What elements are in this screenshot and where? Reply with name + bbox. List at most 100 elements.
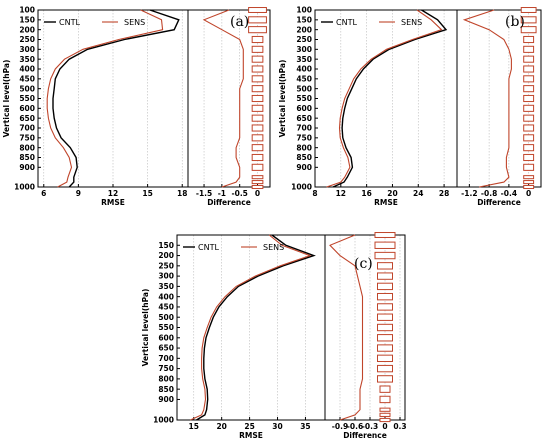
difference-bar [520,16,537,24]
y-tick-label: 350 [158,282,174,291]
right-x-tick-label: -0.4 [501,189,517,198]
rmse-line-sens [190,234,312,421]
difference-line [202,9,244,188]
right-x-tick-label: 0 [526,189,531,198]
y-tick-label: 350 [19,55,35,64]
difference-bar [377,364,393,373]
y-axis-title: Vertical level(hPa) [141,289,150,367]
difference-bar [251,35,264,44]
left-x-axis-title: RMSE [101,198,125,207]
y-tick-label: 1000 [291,183,312,192]
difference-bar [523,75,535,83]
right-x-tick-label: 0.3 [393,422,406,431]
difference-bar [379,412,391,417]
y-tick-label: 400 [158,292,174,301]
y-tick-label: 800 [158,374,174,383]
difference-bar [251,55,264,63]
y-tick-label: 500 [158,313,174,322]
y-tick-label: 300 [158,272,174,281]
y-tick-label: 600 [158,333,174,342]
difference-bar [523,180,535,185]
y-tick-label: 400 [19,65,35,74]
difference-bar [374,241,396,249]
difference-bar [377,272,393,280]
y-tick-label: 550 [19,94,35,103]
y-tick-label: 500 [19,84,35,93]
difference-bar [251,184,264,190]
y-axis-title: Vertical level(hPa) [278,60,287,138]
difference-line [329,234,364,421]
left-x-tick-label: 15 [142,189,152,198]
y-axis-title: Vertical level(hPa) [2,60,11,138]
rmse-line-sens [326,9,443,188]
left-x-tick-label: 9 [76,189,81,198]
left-x-tick-label: 20 [216,422,226,431]
difference-bar [377,292,393,301]
difference-bar [251,144,264,152]
difference-bar [251,45,264,53]
difference-bar [251,65,264,73]
y-tick-label: 300 [296,45,312,54]
y-tick-label: 700 [296,124,312,133]
right-x-tick-label: -0.3 [362,422,378,431]
rmse-line-cntl [196,234,316,421]
y-tick-label: 750 [19,133,35,142]
left-x-axis-title: RMSE [374,198,398,207]
difference-bar [377,334,393,342]
difference-bar [379,407,391,412]
difference-bar [248,7,267,13]
right-x-tick-label: 0 [382,422,387,431]
right-x-tick-label: -0.9 [332,422,348,431]
difference-bar [523,163,535,171]
right-x-tick-label: -0.8 [481,189,497,198]
left-x-tick-label: 6 [41,189,46,198]
difference-bar [251,114,264,122]
left-x-tick-label: 8 [312,189,317,198]
y-tick-label: 650 [158,344,174,353]
y-tick-label: 900 [296,163,312,172]
y-tick-label: 200 [296,25,312,34]
difference-bar [523,65,535,73]
right-x-axis-title: Difference [343,431,387,440]
right-x-tick-label: -0.5 [231,189,247,198]
legend-label-sens: SENS [263,243,284,252]
panel-label: (c) [354,256,373,272]
y-tick-label: 150 [296,15,312,24]
difference-bar [251,85,264,93]
y-tick-label: 550 [158,323,174,332]
left-x-tick-label: 15 [189,422,199,431]
y-tick-label: 450 [158,303,174,312]
right-plot-frame [324,234,406,421]
legend-label-cntl: CNTL [198,243,219,252]
y-tick-label: 250 [296,35,312,44]
y-tick-label: 100 [296,6,312,15]
difference-bar [523,45,535,53]
y-tick-label: 800 [296,143,312,152]
legend-label-sens: SENS [124,18,145,27]
left-x-tick-label: 12 [108,189,118,198]
difference-bar [251,94,264,103]
difference-bar [523,104,535,112]
y-tick-label: 900 [19,163,35,172]
difference-bar [377,344,393,352]
difference-bar [377,323,393,332]
difference-bar [251,153,264,162]
difference-bar [523,153,535,162]
difference-bar [248,26,267,34]
difference-bar [379,385,391,393]
left-x-tick-label: 25 [244,422,254,431]
y-tick-label: 350 [296,55,312,64]
difference-bar [251,163,264,171]
rmse-line-sens [46,9,164,188]
difference-bar [377,262,393,270]
panel-label: (b) [505,14,525,30]
legend: CNTL SENS [321,18,422,27]
difference-line [462,9,512,188]
rmse-line-cntl [332,9,448,188]
difference-bar [377,375,393,383]
y-tick-label: 550 [296,94,312,103]
difference-bar [251,104,264,112]
panel-label: (a) [230,14,249,30]
left-x-tick-label: 12 [336,189,346,198]
legend-label-cntl: CNTL [336,18,357,27]
